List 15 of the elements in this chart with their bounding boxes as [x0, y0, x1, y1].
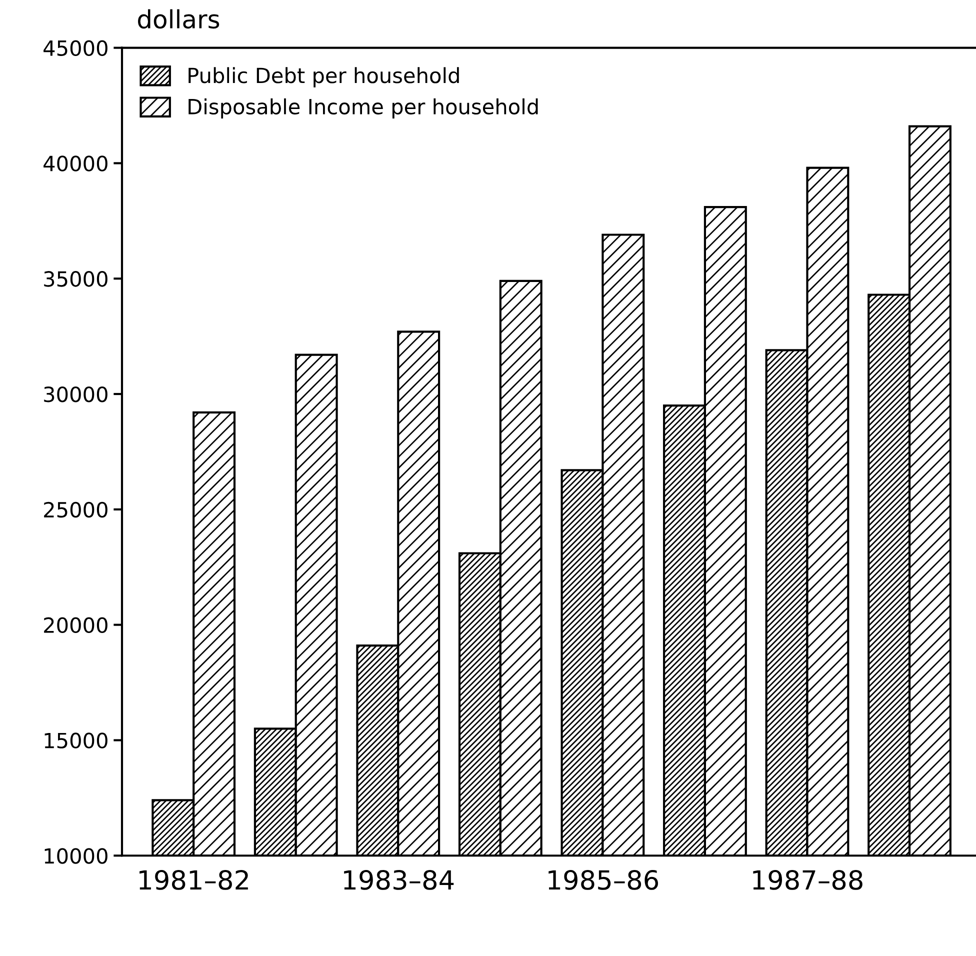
y-tick-label: 10000 — [44, 848, 108, 864]
y-tick-label: 40000 — [44, 156, 108, 172]
y-tick-label: 15000 — [44, 732, 108, 748]
y-tick-label: 20000 — [44, 617, 108, 634]
y-tick-label: 25000 — [44, 502, 108, 518]
legend-label: Disposable Income per household — [188, 98, 538, 119]
x-tick-label: 1981–82 — [140, 870, 248, 890]
legend-label: Public Debt per household — [188, 67, 459, 88]
x-tick-label: 1985–86 — [548, 870, 658, 890]
y-tick-label: 35000 — [44, 271, 108, 287]
y-tick-label: 45000 — [44, 40, 108, 56]
y-tick-label: 30000 — [44, 386, 108, 402]
x-tick-label: 1987–88 — [753, 870, 862, 890]
x-tick-label: 1983–84 — [344, 870, 454, 890]
y-axis-title: dollars — [138, 9, 220, 29]
